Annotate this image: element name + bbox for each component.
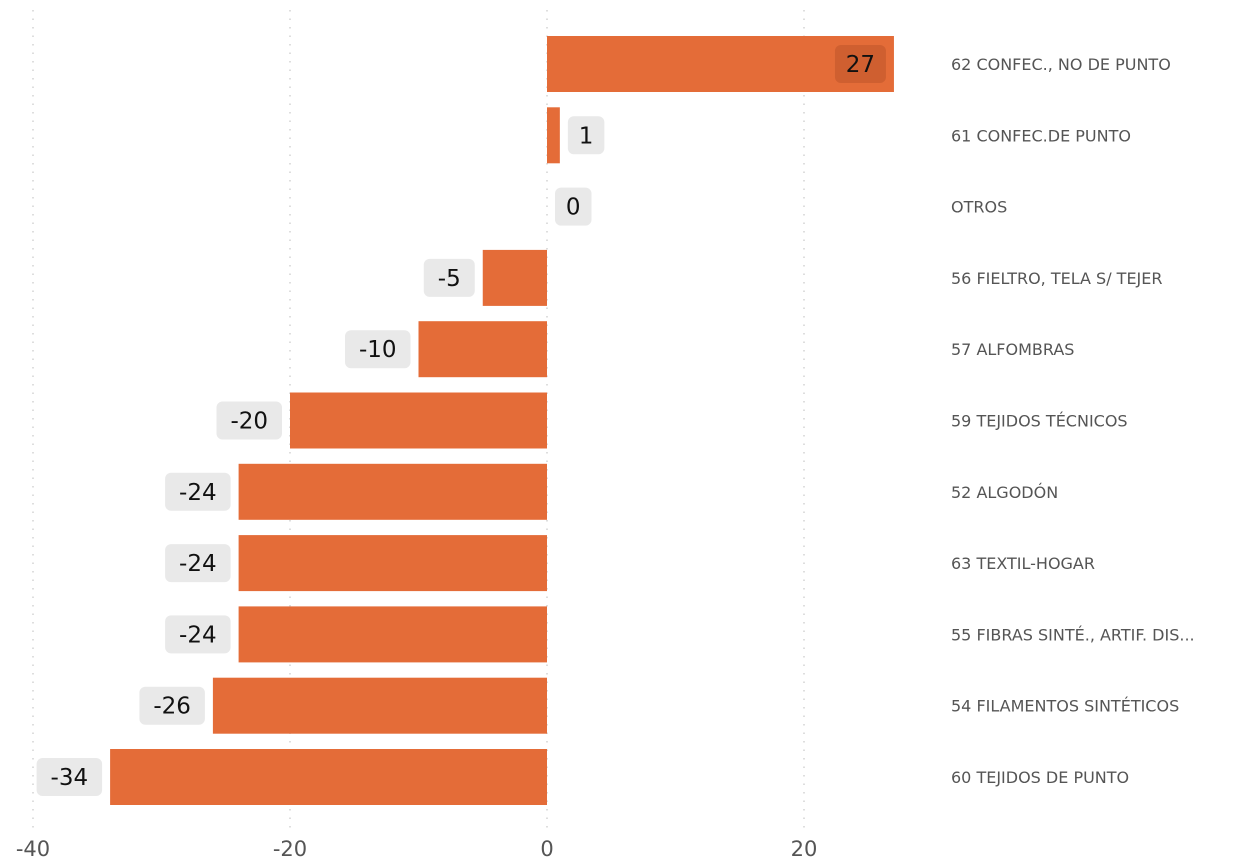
data-label-background bbox=[139, 686, 205, 725]
x-tick-label: 0 bbox=[540, 837, 553, 861]
bar bbox=[418, 321, 547, 378]
category-label: 61 CONFEC.DE PUNTO bbox=[951, 126, 1131, 145]
category-label: 56 FIELTRO, TELA S/ TEJER bbox=[951, 269, 1163, 288]
category-label: 62 CONFEC., NO DE PUNTO bbox=[951, 55, 1171, 74]
category-label: 57 ALFOMBRAS bbox=[951, 340, 1074, 359]
data-label: -34 bbox=[51, 765, 89, 791]
bar bbox=[290, 392, 547, 449]
data-label: -26 bbox=[153, 694, 191, 720]
data-label-background bbox=[423, 258, 475, 297]
x-tick-label: -40 bbox=[16, 837, 50, 861]
data-label: -24 bbox=[179, 480, 217, 506]
data-label-background bbox=[834, 45, 886, 83]
bar bbox=[238, 535, 547, 592]
category-label: 52 ALGODÓN bbox=[951, 483, 1058, 502]
data-label: 27 bbox=[846, 52, 875, 78]
x-tick-label: -20 bbox=[273, 837, 307, 861]
category-label: 55 FIBRAS SINTÉ., ARTIF. DIS... bbox=[951, 625, 1195, 644]
bar bbox=[547, 107, 560, 164]
bar bbox=[110, 749, 547, 805]
data-label-background bbox=[216, 401, 282, 440]
data-label-background bbox=[555, 187, 592, 226]
data-label-background bbox=[345, 330, 411, 369]
x-tick-label: 20 bbox=[791, 837, 818, 861]
data-label-layer: 27 1 0 -5 -10 -20 -24 -24 -24 -26 -34 bbox=[36, 45, 886, 796]
data-label: -5 bbox=[438, 266, 461, 292]
x-axis-tick-labels: -40 -20 0 20 bbox=[16, 837, 818, 861]
data-label: -24 bbox=[179, 622, 217, 648]
bar bbox=[482, 249, 547, 306]
bar bbox=[238, 606, 547, 663]
data-label: -10 bbox=[359, 337, 397, 363]
category-label: 60 TEJIDOS DE PUNTO bbox=[951, 768, 1129, 787]
data-label: -20 bbox=[230, 409, 268, 435]
category-label-layer: 62 CONFEC., NO DE PUNTO 61 CONFEC.DE PUNT… bbox=[951, 55, 1195, 787]
data-label-background bbox=[567, 116, 605, 155]
data-label-background bbox=[36, 758, 103, 796]
category-label: 59 TEJIDOS TÉCNICOS bbox=[951, 412, 1128, 431]
data-label-background bbox=[165, 615, 231, 654]
data-label-background bbox=[165, 472, 231, 511]
bar bbox=[238, 463, 547, 520]
data-label: 1 bbox=[579, 123, 594, 149]
bar bbox=[212, 677, 547, 734]
data-label: 0 bbox=[566, 195, 581, 221]
data-label-background bbox=[165, 544, 231, 583]
category-label: OTROS bbox=[951, 198, 1007, 217]
data-label: -24 bbox=[179, 551, 217, 577]
category-label: 54 FILAMENTOS SINTÉTICOS bbox=[951, 697, 1179, 716]
category-label: 63 TEXTIL-HOGAR bbox=[951, 554, 1095, 573]
